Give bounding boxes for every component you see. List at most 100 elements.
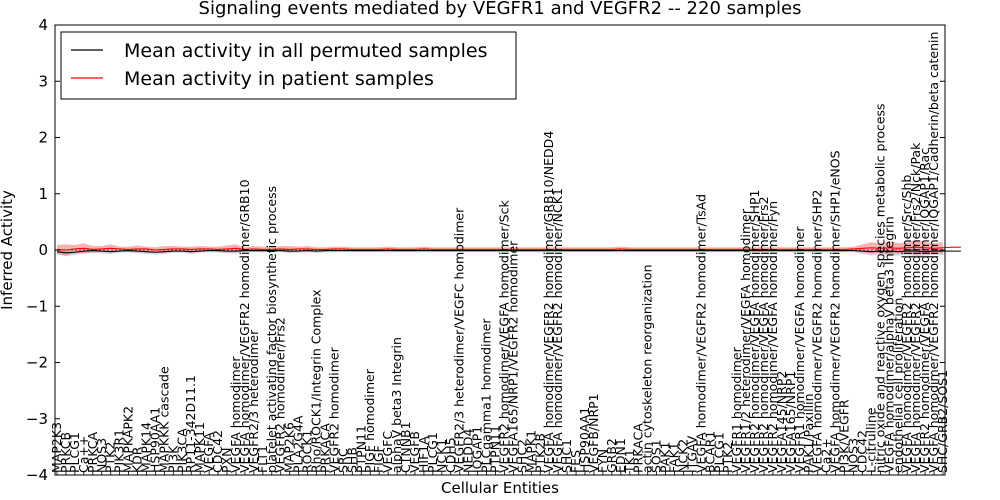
category-labels: MAP2K3PRKCBPLCG1Ca++PRKCANOS3PTK2PIK3R1M… [49,32,950,474]
legend-box [60,31,517,100]
category-label: CTNNB1 [398,421,413,473]
category-label: PI3K [165,445,180,473]
y-tick-label: 2 [38,129,48,147]
confidence-bands [57,239,943,257]
category-label: SHC1 [559,439,574,473]
category-label: NCK2 [675,439,690,473]
category-label: MAP2K6 [282,422,297,473]
category-label: VEGFA homodimer/VEGFR2 homodimer/SHP2 [810,189,825,473]
y-tick-label: −2 [26,354,48,372]
category-label: PRKACA [631,423,646,473]
category-label: VEGFA [201,432,216,473]
category-label: ROCK1 [300,430,315,473]
category-label: TK1 [622,449,637,474]
category-label: FES [568,450,583,473]
category-label: CDH5 [443,437,458,473]
category-label: PTPN11 [353,425,368,473]
category-label: ITGAV [684,435,699,473]
category-label: PAK1/Paxillin [801,394,816,474]
category-label: VEGFR2/3 heterodimer/VEGFC homodimer [452,207,467,473]
category-label: MAPKKK cascade [156,366,171,473]
category-label: PI3K/VEGFR [837,399,852,473]
category-label: Ca2+ [819,438,834,473]
category-label: FIGF [371,445,386,473]
y-tick-label: 3 [38,72,48,90]
category-label: VEGFA homodimer/VEGFR2 homodimer/Src/Shb [899,175,914,473]
patient-band [57,239,943,256]
category-label: NCK1 [434,439,449,473]
category-label: FAK1 [667,442,682,473]
category-label: PLCgamma1 homodimer [479,318,494,473]
category-label: HIF1A [416,436,431,473]
category-label: PTPN11 [488,425,503,473]
category-label: VEGFB/NRP1 [586,393,601,473]
legend: Mean activity in all permuted samples Me… [60,31,517,100]
category-label: PLCG1 [711,432,726,473]
category-label: VEGFA homodimer [228,356,243,473]
category-label: NOS3 [846,438,861,473]
category-label: IQGAP1 [470,426,485,473]
category-label: VEGFA165/NRP1 [783,371,798,473]
category-label: PRKCB [58,432,73,473]
category-label: alphaV beta3 Integrin [389,337,404,473]
category-label: GRB2 [604,438,619,473]
category-label: VEGFA145/NRP2 [774,371,789,473]
category-label: VEGFA homodimer/VEGFR2 homodimer/IQGAP1/… [926,32,941,473]
legend-label-permuted: Mean activity in all permuted samples [124,40,487,62]
category-label: PXN [219,448,234,473]
category-label: VEGFR2 homodimer/VEGFA homodimer/Fyn [765,201,780,473]
category-label: PTK2B [532,433,547,473]
category-label: VEGFR2 homodimer/VEGFA homodimer/Sck [496,200,511,473]
category-label: PIK3R1 [112,429,127,473]
category-label: VEGFA homodimer/VEGFR2 homodimer/TsAd [693,194,708,473]
x-axis-label: Cellular Entities [441,479,559,497]
series-line-patient [56,246,961,251]
category-label: VEGFA homodimer/VEGFR2 homodimer/GRB10/N… [541,131,556,473]
category-label: VEGFR1/2 heterodimer/VEGFA homodimer [738,208,753,473]
category-label: HSP90AA1 [577,407,592,473]
category-label: PTK2 [103,442,118,473]
y-tick-label: −1 [26,297,48,315]
y-tick-label: −3 [26,410,48,428]
category-label: VEGFR2 homodimer/VEGFA homodimer/Frs2 [756,196,771,473]
category-label: SHC2 [514,439,529,473]
category-label: VEGFR2 homodimer/VEGFA homodimer/IQGAP1/… [917,148,932,473]
category-label: VEGFR1 homodimer [729,346,744,473]
category-label: VEGFR2 homodimer/Frs2 [273,317,288,473]
category-label: actin cytoskeleton reorganization [640,264,655,473]
axis-ticks: 4 3 2 1 0 −1 −2 −3 −4 [26,16,945,484]
category-label: MAP2K3 [49,422,64,473]
category-label: VEGFA homodimer/VEGFR2 homodimer/NCK1 [550,188,565,473]
category-label: nitric oxide and reactive oxygen species… [872,103,887,473]
chart-title: Signaling events mediated by VEGFR1 and … [199,0,802,19]
category-label: PRKACA [317,423,332,473]
category-label: MAPK11 [192,422,207,473]
category-label: VEGFA homodimer/VEGFR2 homodimer/Frs2/Nc… [908,142,923,473]
category-label: SHC/GRB2/SOS1 [935,370,950,473]
category-label: endothelial cell proliferation [890,298,905,473]
category-label: platelet activating factor biosynthetic … [264,186,279,473]
category-label: VEGFB [407,431,422,473]
category-label: BCAR1 [702,431,717,473]
category-label: VEGFA165/NRP1/VEGFR2 homodimer [505,240,520,473]
y-tick-label: 1 [38,185,48,203]
category-label: VEGFR1 homodimer/VEGFA homodimer [792,226,807,473]
category-label: FYN [595,449,610,473]
legend-label-patient: Mean activity in patient samples [124,68,434,90]
series-line-permuted [56,250,961,254]
category-label: PTK2 [720,442,735,473]
category-label: PIK3CA [174,428,189,473]
category-label: KDR [130,446,145,473]
y-tick-label: −4 [26,466,48,484]
category-label: PLA2G4A [291,415,306,473]
category-label: MAPKAPK2 [121,406,136,473]
category-label: HSP90AA1 [147,407,162,473]
category-label: SRC [335,448,350,473]
category-label: VEGFR2 homodimer/VEGFA homodimer/SHP1 [747,189,762,473]
category-label: RP11-342D11.1 [183,375,198,473]
category-label: Rho/ROCK1/Integrin Complex [309,289,324,473]
y-axis-label: Inferred Activity [0,190,16,310]
category-label: EDN1 [613,438,628,473]
category-label: VEGFC [380,431,395,473]
